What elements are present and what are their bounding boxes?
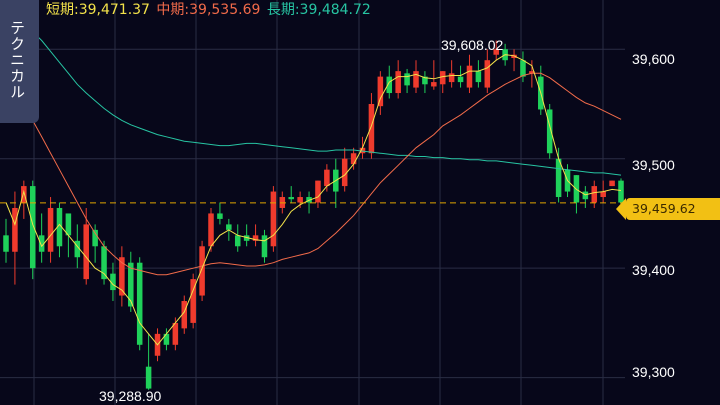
technical-tab-label: テクニカル bbox=[8, 20, 26, 100]
candle-body bbox=[226, 224, 232, 230]
candle-body bbox=[199, 246, 205, 296]
candle-body bbox=[181, 301, 188, 329]
candle-body bbox=[65, 213, 72, 236]
candle-body bbox=[618, 180, 624, 203]
candle-body bbox=[21, 186, 27, 203]
candle-body bbox=[359, 147, 366, 154]
candle-body bbox=[83, 224, 89, 280]
y-tick-label: 39,600 bbox=[632, 51, 675, 67]
candle-body bbox=[12, 207, 18, 252]
long-term-ma-line bbox=[5, 5, 622, 176]
candle-body bbox=[315, 180, 321, 203]
candle-body bbox=[475, 71, 482, 83]
candle-body bbox=[110, 273, 116, 291]
y-tick-label: 39,400 bbox=[632, 262, 675, 278]
candle-body bbox=[145, 366, 152, 389]
candle-body bbox=[413, 71, 419, 88]
candle-body bbox=[128, 262, 134, 307]
candle-body bbox=[422, 76, 428, 85]
legend-mid-term: 中期:39,535.69 bbox=[156, 2, 261, 18]
candle-body bbox=[609, 180, 615, 187]
candle-body bbox=[297, 197, 303, 203]
candle-body bbox=[546, 109, 553, 154]
candle-body bbox=[270, 191, 277, 247]
candle-body bbox=[208, 213, 214, 247]
candle-body bbox=[439, 71, 446, 85]
candle-body bbox=[529, 71, 535, 74]
candle-body bbox=[350, 153, 357, 165]
short-term-ma-line bbox=[5, 54, 622, 346]
candle-body bbox=[520, 60, 526, 77]
candle-body bbox=[172, 322, 179, 345]
y-tick-label: 39,500 bbox=[632, 157, 675, 173]
candle-body bbox=[3, 235, 9, 252]
candle-body bbox=[555, 158, 562, 198]
moving-average-legend: 短期:39,471.37 中期:39,535.69 長期:39,484.72 bbox=[46, 0, 373, 19]
candle-body bbox=[341, 158, 348, 187]
candle-body bbox=[466, 65, 473, 88]
candle-body bbox=[190, 279, 196, 323]
current-price-label: 39,459.62 bbox=[632, 201, 696, 216]
candle-body bbox=[119, 257, 125, 296]
candle-body bbox=[252, 235, 259, 241]
candle-body bbox=[377, 76, 384, 107]
legend-short-term: 短期:39,471.37 bbox=[46, 2, 150, 18]
candle-body bbox=[386, 76, 393, 94]
candle-body bbox=[582, 191, 589, 200]
candle-body bbox=[448, 73, 455, 83]
candle-body bbox=[404, 73, 410, 86]
current-price-tag: 39,459.62 bbox=[616, 198, 720, 220]
candle-body bbox=[324, 169, 330, 187]
candle-body bbox=[288, 197, 294, 200]
candle-body bbox=[56, 207, 63, 247]
low-annotation: 39,288.90 bbox=[99, 388, 162, 404]
candle-body bbox=[163, 333, 170, 345]
candle-body bbox=[38, 235, 45, 252]
candle-body bbox=[261, 235, 268, 258]
candle-body bbox=[368, 103, 375, 154]
candle-body bbox=[47, 207, 54, 252]
legend-long-term: 長期:39,484.72 bbox=[266, 2, 371, 18]
technical-tab[interactable]: テクニカル bbox=[0, 0, 39, 123]
candle-body bbox=[74, 240, 81, 258]
candle-body bbox=[92, 229, 98, 247]
candle-body bbox=[234, 235, 241, 247]
candle-body bbox=[600, 191, 606, 198]
candle-body bbox=[457, 76, 464, 83]
candle-body bbox=[243, 235, 250, 241]
candle-body bbox=[217, 213, 223, 219]
candle-body bbox=[395, 71, 401, 94]
y-tick-label: 39,300 bbox=[632, 364, 675, 380]
mid-term-ma-line bbox=[5, 59, 622, 276]
candle-body bbox=[493, 49, 499, 55]
candle-body bbox=[136, 262, 143, 345]
high-annotation: 39,608.02 bbox=[441, 37, 504, 53]
candle-body bbox=[101, 246, 107, 280]
candle-body bbox=[431, 82, 437, 87]
candle-body bbox=[484, 60, 491, 88]
candle-body bbox=[591, 186, 598, 203]
candle-body bbox=[29, 186, 36, 269]
